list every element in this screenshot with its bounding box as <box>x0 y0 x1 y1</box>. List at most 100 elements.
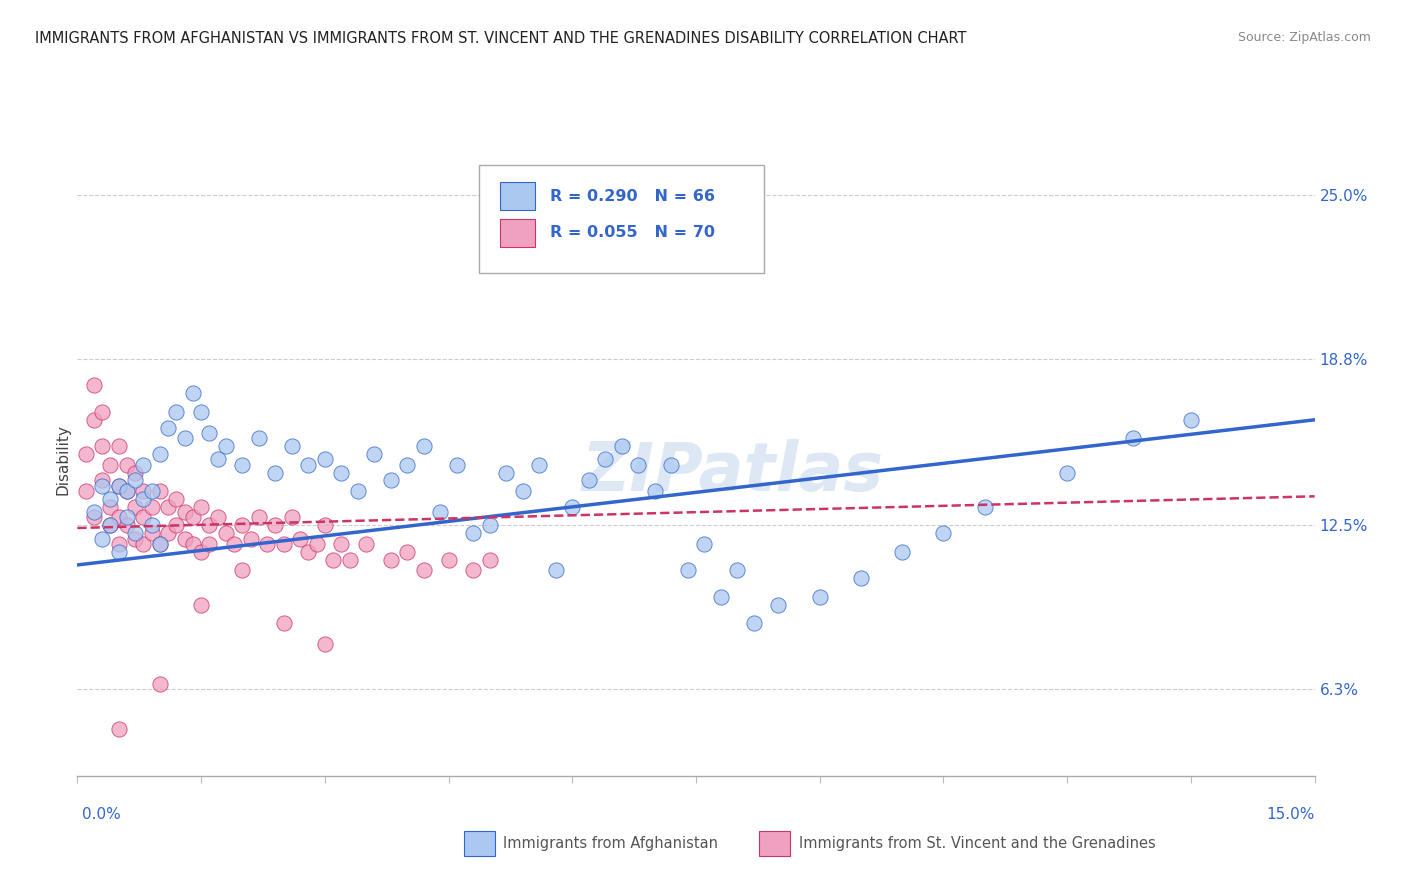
Point <box>314 518 336 533</box>
Point <box>281 439 304 453</box>
Point <box>314 452 336 467</box>
Point <box>973 500 995 514</box>
Point <box>659 458 682 472</box>
Point <box>132 510 155 524</box>
Point <box>124 466 146 480</box>
Point <box>380 474 402 488</box>
Point <box>529 458 551 472</box>
Point <box>1056 466 1078 480</box>
Point <box>115 458 138 472</box>
Point <box>107 479 129 493</box>
Point <box>141 526 163 541</box>
Point <box>578 474 600 488</box>
Point <box>247 431 270 445</box>
Point <box>710 590 733 604</box>
Point <box>239 532 262 546</box>
Point <box>75 447 97 461</box>
Point <box>149 676 172 690</box>
Point <box>1122 431 1144 445</box>
Point <box>644 483 666 498</box>
Point <box>264 466 287 480</box>
Point <box>98 518 121 533</box>
Point <box>132 491 155 506</box>
Point <box>124 526 146 541</box>
Point <box>181 537 204 551</box>
Point <box>215 439 238 453</box>
Point <box>165 405 187 419</box>
Point <box>725 563 748 577</box>
Point <box>190 545 212 559</box>
Point <box>412 563 434 577</box>
Point <box>412 439 434 453</box>
Point <box>222 537 245 551</box>
Point <box>256 537 278 551</box>
Point <box>132 483 155 498</box>
Point <box>115 483 138 498</box>
Point <box>478 518 501 533</box>
Text: ZIPatlas: ZIPatlas <box>582 439 884 505</box>
Point <box>891 545 914 559</box>
Point <box>544 563 567 577</box>
Point <box>75 483 97 498</box>
Point <box>165 518 187 533</box>
Point <box>198 518 221 533</box>
Text: Immigrants from Afghanistan: Immigrants from Afghanistan <box>503 837 718 851</box>
FancyBboxPatch shape <box>479 165 763 273</box>
Text: IMMIGRANTS FROM AFGHANISTAN VS IMMIGRANTS FROM ST. VINCENT AND THE GRENADINES DI: IMMIGRANTS FROM AFGHANISTAN VS IMMIGRANT… <box>35 31 967 46</box>
Point <box>314 637 336 651</box>
Point <box>247 510 270 524</box>
Point <box>107 479 129 493</box>
Point <box>165 491 187 506</box>
Point <box>380 552 402 566</box>
Point <box>742 615 765 630</box>
Point <box>339 552 361 566</box>
Point <box>198 537 221 551</box>
Point <box>231 458 253 472</box>
Point <box>115 518 138 533</box>
Point <box>107 537 129 551</box>
Point <box>83 510 105 524</box>
Point <box>330 466 353 480</box>
Point <box>107 545 129 559</box>
Point <box>1180 413 1202 427</box>
Point <box>593 452 616 467</box>
Point <box>107 439 129 453</box>
Point <box>157 500 180 514</box>
Point <box>610 439 633 453</box>
Point <box>149 537 172 551</box>
Point <box>330 537 353 551</box>
Point <box>288 532 311 546</box>
Point <box>181 386 204 401</box>
Point <box>124 474 146 488</box>
Text: 0.0%: 0.0% <box>82 807 121 822</box>
Bar <box>501 219 536 247</box>
Point <box>231 563 253 577</box>
Point <box>98 491 121 506</box>
Point <box>124 532 146 546</box>
Point <box>173 431 195 445</box>
Point <box>396 545 419 559</box>
Point <box>808 590 831 604</box>
Point <box>124 500 146 514</box>
Point <box>627 458 650 472</box>
Point <box>561 500 583 514</box>
Point <box>768 598 790 612</box>
Point <box>693 537 716 551</box>
Point <box>83 505 105 519</box>
Point <box>198 425 221 440</box>
Point <box>297 545 319 559</box>
Point <box>231 518 253 533</box>
Point <box>115 483 138 498</box>
Point <box>273 537 295 551</box>
Point <box>157 421 180 435</box>
Point <box>98 458 121 472</box>
Point <box>91 439 114 453</box>
Point <box>91 532 114 546</box>
Point <box>396 458 419 472</box>
Point <box>157 526 180 541</box>
Point <box>98 518 121 533</box>
Point <box>676 563 699 577</box>
Point <box>115 510 138 524</box>
Point <box>437 552 460 566</box>
Text: R = 0.055   N = 70: R = 0.055 N = 70 <box>550 226 716 241</box>
